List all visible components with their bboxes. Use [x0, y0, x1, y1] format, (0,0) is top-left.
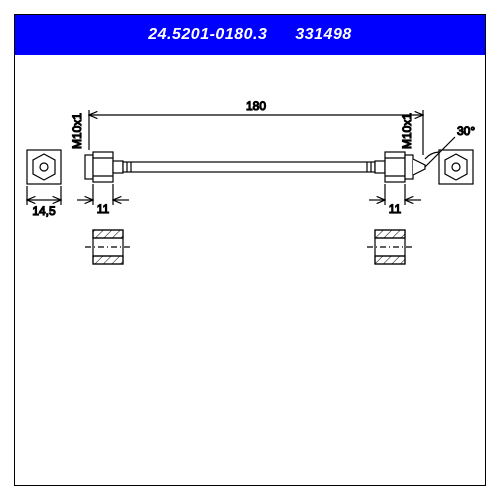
right-nut: [375, 152, 425, 182]
left-section-detail: [85, 230, 131, 264]
hose-body: [123, 162, 375, 172]
right-end-fitting: [439, 150, 473, 184]
left-end-fitting: [27, 150, 61, 184]
drawing-frame: 24.5201-0180.3 331498: [14, 14, 486, 486]
header-bar: 24.5201-0180.3 331498: [15, 15, 485, 55]
main-assembly: 14,5 M10x1 11: [27, 99, 475, 264]
thread-right-label: M10x1: [400, 113, 414, 149]
technical-diagram: 14,5 M10x1 11: [15, 55, 485, 355]
thread-left-label: M10x1: [70, 113, 84, 149]
dim-nut-right: 11: [389, 202, 402, 216]
left-nut: [85, 152, 123, 182]
angle-label: 30°: [457, 124, 475, 138]
right-section-detail: [367, 230, 413, 264]
part-code: 331498: [295, 26, 351, 44]
dim-end-width-left: 14,5: [32, 204, 56, 218]
dim-nut-left: 11: [97, 202, 110, 216]
dim-overall-length: 180: [246, 99, 266, 113]
part-number: 24.5201-0180.3: [148, 26, 267, 44]
